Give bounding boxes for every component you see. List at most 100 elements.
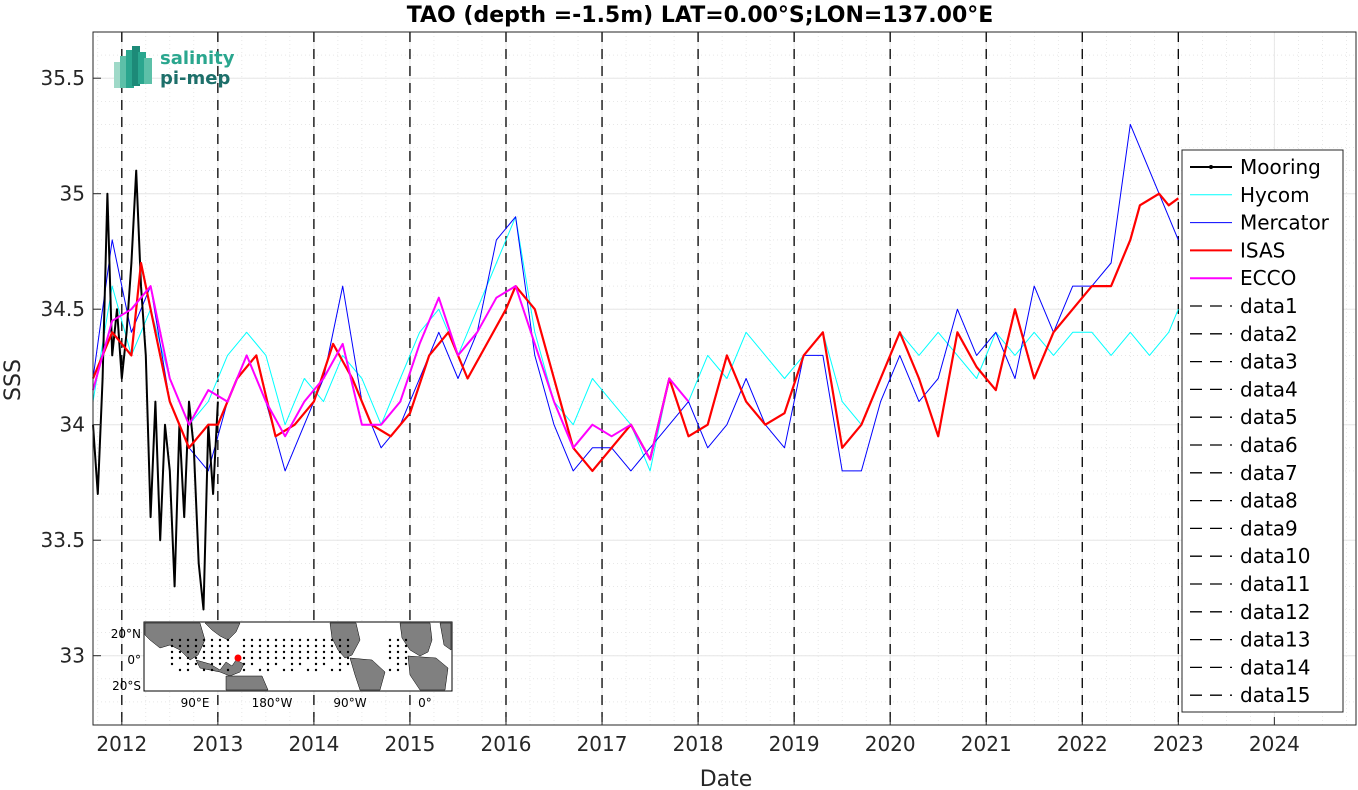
inset-map-mooring-dot	[338, 656, 342, 660]
y-axis-label: SSS	[1, 359, 26, 401]
inset-lat-label-20n: 20°N	[111, 627, 141, 641]
inset-map-mooring-dot	[250, 650, 254, 654]
inset-map-mooring-dot	[290, 662, 294, 666]
inset-lon-label-90w: 90°W	[333, 696, 366, 710]
inset-map-mooring-dot	[290, 644, 294, 648]
inset-map-mooring-dot	[388, 644, 392, 648]
inset-map-mooring-dot	[210, 662, 214, 666]
legend-label-hycom: Hycom	[1240, 183, 1310, 207]
inset-map-mooring-dot	[170, 650, 174, 654]
x-tick-label: 2020	[865, 732, 916, 756]
inset-map-mooring-dot	[274, 638, 278, 642]
legend-label-data10: data10	[1240, 544, 1311, 568]
inset-map-mooring-dot	[298, 638, 302, 642]
y-axis-ticks: 33 33.5 34 34.5 35 35.5	[40, 66, 101, 668]
inset-map-mooring-dot	[282, 650, 286, 654]
inset-map-mooring-dot	[404, 638, 408, 642]
inset-map-mooring-dot	[274, 650, 278, 654]
inset-map-mooring-dot	[242, 638, 246, 642]
inset-map-mooring-dot	[338, 650, 342, 654]
y-tick-label: 34.5	[40, 297, 85, 321]
x-tick-label: 2024	[1249, 732, 1300, 756]
y-tick-label: 35	[60, 182, 85, 206]
inset-lat-label-0: 0°	[127, 653, 141, 667]
inset-map-mooring-dot	[218, 638, 222, 642]
legend-label-data1: data1	[1240, 294, 1298, 318]
inset-map-mooring-dot	[186, 644, 190, 648]
inset-map-mooring-dot	[194, 644, 198, 648]
inset-map-mooring-dot	[346, 638, 350, 642]
legend-label-data3: data3	[1240, 350, 1298, 374]
series-layer	[91, 123, 1179, 611]
inset-map-mooring-dot	[194, 656, 198, 660]
inset-map-mooring-dot	[250, 638, 254, 642]
series-line-hycom	[92, 216, 1179, 472]
inset-map-mooring-dot	[226, 644, 230, 648]
inset-map-mooring-dot	[258, 638, 262, 642]
inset-map-mooring-dot	[258, 656, 262, 660]
inset-lon-label-180w: 180°W	[252, 696, 293, 710]
inset-map-mooring-dot	[322, 662, 326, 666]
y-tick-label: 35.5	[40, 66, 85, 90]
series-line-ecco	[92, 285, 690, 461]
inset-map-mooring-dot	[404, 656, 408, 660]
y-tick-label: 34	[60, 413, 85, 437]
inset-map-mooring-dot	[218, 656, 222, 660]
x-tick-label: 2015	[384, 732, 435, 756]
legend-label-data7: data7	[1240, 461, 1298, 485]
inset-map-mooring-dot	[210, 668, 214, 672]
legend-label-data6: data6	[1240, 433, 1298, 457]
inset-map-mooring-dot	[178, 656, 182, 660]
inset-map-mooring-dot	[282, 644, 286, 648]
inset-map-selected-site-marker	[234, 654, 242, 662]
inset-map-mooring-dot	[330, 668, 334, 672]
inset-map-mooring-dot	[388, 638, 392, 642]
y-tick-label: 33.5	[40, 528, 85, 552]
legend-label-mercator: Mercator	[1240, 211, 1330, 235]
inset-map-mooring-dot	[346, 662, 350, 666]
logo-text-pi-mep: pi-mep	[160, 68, 230, 89]
inset-map-mooring-dot	[388, 668, 392, 672]
x-tick-label: 2017	[577, 732, 628, 756]
x-tick-label: 2021	[961, 732, 1012, 756]
inset-map-mooring-dot	[178, 644, 182, 648]
inset-map-mooring-dot	[194, 650, 198, 654]
inset-map-mooring-dot	[258, 668, 262, 672]
logo-wave-icon	[114, 46, 152, 88]
legend-label-data9: data9	[1240, 516, 1298, 540]
inset-lon-label-90e: 90°E	[181, 696, 210, 710]
inset-map-mooring-dot	[226, 656, 230, 660]
inset-map-mooring-dot	[266, 638, 270, 642]
inset-map-mooring-dot	[388, 656, 392, 660]
inset-map-mooring-dot	[210, 656, 214, 660]
inset-map-mooring-dot	[210, 638, 214, 642]
inset-map-mooring-dot	[290, 668, 294, 672]
legend-label-data4: data4	[1240, 377, 1298, 401]
inset-map-mooring-dot	[282, 656, 286, 660]
inset-map-mooring-dot	[404, 644, 408, 648]
inset-map-mooring-dot	[226, 650, 230, 654]
inset-map-mooring-dot	[178, 668, 182, 672]
inset-map-mooring-dot	[266, 644, 270, 648]
inset-map-mooring-dot	[266, 668, 270, 672]
inset-map-mooring-dot	[178, 650, 182, 654]
inset-map-mooring-dot	[396, 638, 400, 642]
inset-map-mooring-dot	[218, 662, 222, 666]
inset-map-mooring-dot	[226, 638, 230, 642]
legend-marker-mooring	[1209, 165, 1213, 169]
inset-map-mooring-dot	[218, 644, 222, 648]
inset-map-mooring-dot	[396, 650, 400, 654]
x-axis-label: Date	[700, 767, 753, 790]
axes-frame	[92, 31, 1357, 726]
inset-map-mooring-dot	[258, 644, 262, 648]
inset-map-mooring-dot	[274, 656, 278, 660]
inset-map-mooring-dot	[346, 656, 350, 660]
inset-map-mooring-dot	[330, 644, 334, 648]
legend-label-data12: data12	[1240, 600, 1311, 624]
inset-map-mooring-dot	[330, 638, 334, 642]
inset-map-mooring-dot	[298, 656, 302, 660]
inset-map-mooring-dot	[202, 656, 206, 660]
legend-label-data13: data13	[1240, 628, 1311, 652]
inset-map-mooring-dot	[346, 650, 350, 654]
salinity-pi-mep-logo: salinity pi-mep	[114, 46, 235, 89]
